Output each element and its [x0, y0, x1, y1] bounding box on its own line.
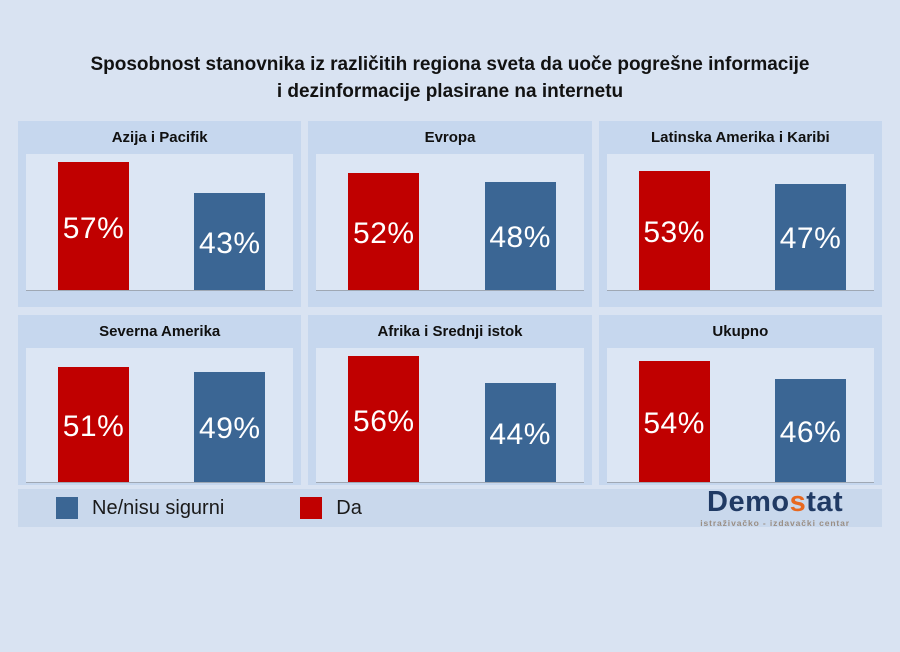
legend: Ne/nisu sigurni Da: [18, 497, 362, 520]
bar-ne-label: 48%: [489, 221, 551, 255]
bar-ne: 43%: [194, 193, 266, 291]
bar-ne-label: 44%: [489, 417, 551, 451]
bar-ne: 49%: [194, 371, 266, 483]
region-panel: Ukupno 54% 46%: [598, 315, 882, 486]
bar-da-label: 57%: [62, 211, 125, 245]
panel-title: Azija i Pacifik: [111, 129, 208, 147]
plot-area: 56% 44%: [316, 348, 584, 484]
demostat-logo: Demostat istraživačko - izdavački centar: [700, 488, 882, 529]
plot-area: 57% 43%: [26, 154, 294, 292]
region-panel: Evropa 52% 48%: [308, 121, 592, 308]
bar-da-label: 56%: [353, 404, 415, 438]
bar-ne-label: 46%: [779, 415, 842, 449]
logo-highlight-letter: s: [789, 486, 807, 519]
bar-da: 52%: [348, 173, 420, 291]
bar-da: 56%: [348, 356, 420, 483]
chart-title: Sposobnost stanovnika iz različitih regi…: [90, 54, 810, 102]
bar-ne: 46%: [775, 378, 846, 483]
panel-title: Ukupno: [712, 323, 769, 341]
panel-title: Evropa: [424, 129, 476, 147]
legend-swatch-da: [300, 497, 323, 520]
legend-band: Ne/nisu sigurni Da Demostat istraživačko…: [18, 488, 882, 529]
plot-area: 54% 46%: [606, 348, 874, 484]
panel-title: Afrika i Srednji istok: [377, 323, 523, 341]
bar-da-label: 54%: [643, 406, 705, 440]
bar-da: 51%: [58, 367, 129, 483]
panels-grid: Azija i Pacifik 57% 43% Evropa 52% 48% L…: [18, 121, 882, 486]
bar-da-label: 51%: [62, 410, 125, 444]
bar-ne: 48%: [484, 182, 556, 291]
plot-area: 53% 47%: [606, 154, 874, 292]
region-panel: Latinska Amerika i Karibi 53% 47%: [598, 121, 882, 308]
logo-suffix: tat: [806, 486, 844, 519]
legend-label-da: Da: [336, 496, 362, 519]
legend-label-ne-nisu-sigurni: Ne/nisu sigurni: [92, 496, 225, 519]
bar-da-label: 53%: [643, 215, 705, 249]
chart-background: { "title": "Sposobnost stanovnika iz raz…: [0, 52, 900, 652]
region-panel: Afrika i Srednji istok 56% 44%: [308, 315, 592, 486]
region-panel: Azija i Pacifik 57% 43%: [18, 121, 302, 308]
bar-da: 54%: [638, 360, 710, 483]
bar-da: 53%: [638, 170, 710, 291]
demostat-logo-text: Demostat: [700, 488, 850, 517]
panel-title: Latinska Amerika i Karibi: [650, 129, 830, 147]
bar-da-label: 52%: [353, 217, 415, 251]
demostat-tagline: istraživačko - izdavački centar: [700, 518, 850, 529]
plot-area: 52% 48%: [316, 154, 584, 292]
region-panel: Severna Amerika 51% 49%: [18, 315, 302, 486]
logo-prefix: Demo: [707, 486, 790, 519]
bar-ne-label: 47%: [779, 222, 842, 256]
bar-ne-label: 43%: [199, 226, 261, 260]
bar-ne: 47%: [775, 184, 846, 291]
bar-ne-label: 49%: [199, 412, 261, 446]
panel-title: Severna Amerika: [99, 323, 221, 341]
bar-ne: 44%: [484, 383, 556, 483]
bar-da: 57%: [58, 161, 129, 291]
legend-swatch-ne-nisu-sigurni: [56, 497, 78, 520]
plot-area: 51% 49%: [26, 348, 294, 484]
